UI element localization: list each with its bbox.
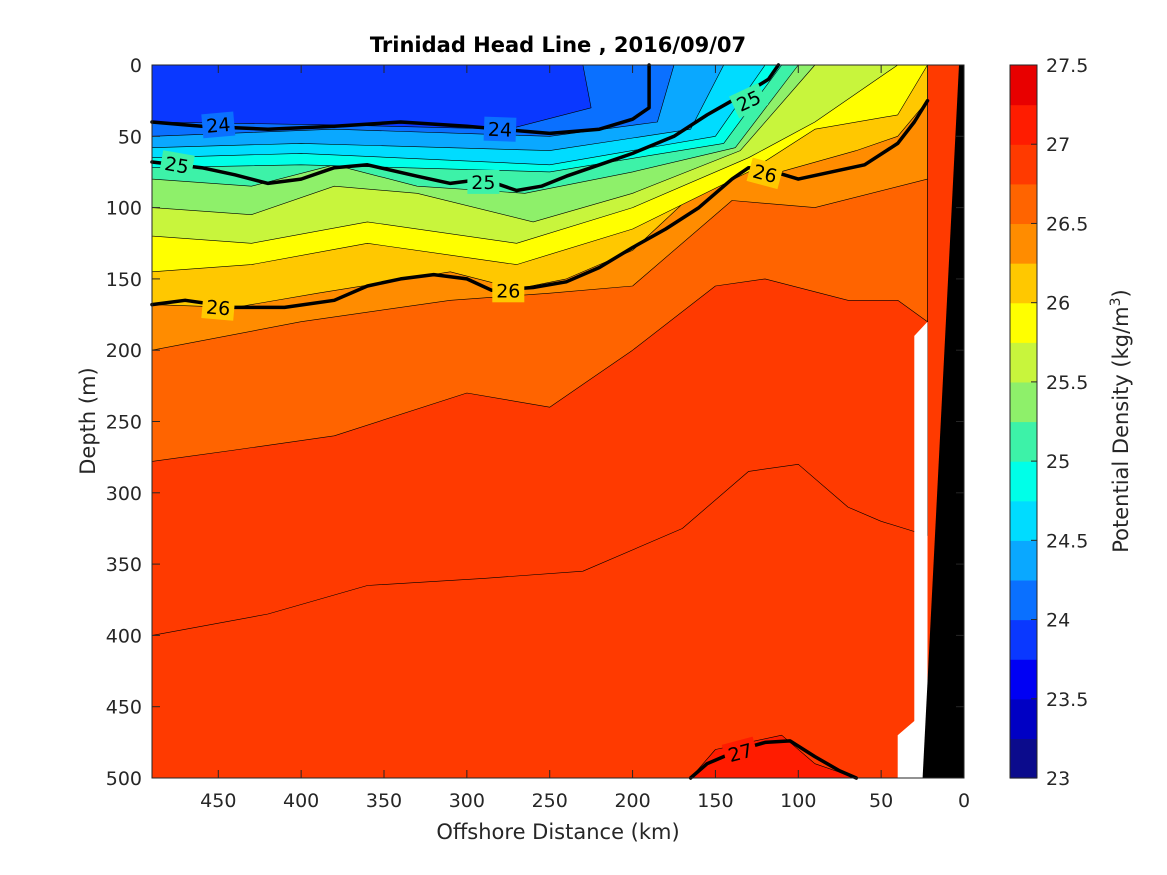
contour-label: 25 [471, 172, 495, 194]
colorbar-segment [1010, 342, 1037, 383]
contour-line [688, 739, 859, 780]
contour-label-bg [201, 294, 236, 321]
colorbar-segment [1010, 144, 1037, 185]
colorbar-segment [1010, 381, 1037, 423]
bathymetry [922, 65, 964, 778]
colorbar-segment [1010, 421, 1037, 462]
contour-fill-layers [151, 64, 964, 779]
contour-label: 25 [163, 153, 191, 179]
colorbar-segment [1010, 738, 1037, 779]
x-tick-label: 0 [958, 790, 970, 812]
contour-label-bg [201, 111, 236, 139]
colorbar-label-main: Potential Density (kg/m [1109, 306, 1133, 552]
contour-label-bg [467, 169, 500, 194]
x-tick-label: 350 [366, 790, 402, 812]
colorbar-frame [1009, 64, 1038, 779]
y-tick-label: 400 [106, 625, 142, 647]
x-axis-ticks: 450 400 350 300 250 200 150 100 50 0 [200, 65, 970, 812]
y-tick-label: 350 [106, 554, 142, 576]
contour-label-bg [483, 116, 517, 142]
colorbar-label: Potential Density (kg/m3) [1108, 289, 1133, 553]
colorbar-tick-label: 23 [1046, 768, 1070, 790]
contour-label-group: 26 [492, 278, 525, 303]
colorbar-tick-label: 27 [1046, 134, 1070, 156]
y-tick-label: 50 [118, 126, 142, 148]
y-tick-label: 450 [106, 697, 142, 719]
y-tick-label: 0 [130, 55, 142, 77]
colorbar-tick-label: 25 [1046, 451, 1070, 473]
y-tick-label: 100 [106, 198, 142, 220]
x-tick-label: 450 [200, 790, 236, 812]
no-data-region [897, 321, 928, 778]
contour-label-group: 24 [483, 116, 517, 142]
y-axis-label: Depth (m) [76, 367, 100, 474]
contour-label-bg [746, 157, 784, 190]
y-tick-label: 200 [106, 340, 142, 362]
colorbar-segment [1010, 461, 1037, 502]
x-tick-label: 100 [780, 790, 816, 812]
colorbar-tick-label: 24.5 [1046, 530, 1088, 552]
colorbar [1009, 64, 1038, 779]
colorbar-ticks: 23 23.5 24 24.5 25 25.5 26 26.5 27 27.5 [1031, 55, 1088, 790]
colorbar-segment [1010, 104, 1037, 145]
colorbar-segment [1010, 540, 1037, 581]
colorbar-tick-label: 25.5 [1046, 372, 1088, 394]
colorbar-tick-label: 26 [1046, 293, 1070, 315]
x-tick-label: 250 [532, 790, 568, 812]
y-tick-label: 300 [106, 483, 142, 505]
colorbar-segment [1010, 65, 1037, 106]
y-axis-ticks: 0 50 100 150 200 250 300 350 400 450 500 [106, 55, 964, 790]
contour-label-group: 24 [201, 111, 236, 139]
contour-label-group: 26 [201, 294, 236, 321]
colorbar-tick-label: 23.5 [1046, 689, 1088, 711]
colorbar-tick-label: 27.5 [1046, 55, 1088, 77]
colorbar-segment [1010, 223, 1037, 264]
contour-label-bg [721, 736, 759, 769]
contour-line [150, 98, 930, 310]
contour-label-bg [729, 83, 769, 119]
contour-label-group: 25 [159, 150, 195, 180]
contour-label: 24 [487, 119, 512, 142]
chart-title: Trinidad Head Line , 2016/09/07 [370, 33, 746, 57]
x-tick-label: 200 [614, 790, 650, 812]
x-tick-label: 50 [869, 790, 893, 812]
y-tick-label: 500 [106, 768, 142, 790]
colorbar-segment [1010, 263, 1037, 304]
x-tick-label: 300 [449, 790, 485, 812]
contour-line [150, 63, 651, 136]
colorbar-label-close: ) [1109, 289, 1133, 297]
x-axis-label: Offshore Distance (km) [436, 820, 679, 844]
colorbar-segment [1010, 659, 1037, 700]
colorbar-label-sup: 3 [1108, 297, 1124, 306]
contour-label-bg [159, 150, 195, 180]
contour-label-bg [492, 278, 525, 303]
colorbar-segment [1010, 698, 1037, 739]
contour-label: 26 [205, 296, 231, 320]
colorbar-segment [1010, 302, 1037, 343]
contour-label: 24 [205, 114, 231, 138]
contour-label: 26 [496, 280, 520, 302]
y-tick-label: 250 [106, 412, 142, 434]
contour-label-group: 25 [467, 169, 500, 194]
colorbar-tick-label: 26.5 [1046, 213, 1088, 235]
x-tick-label: 150 [697, 790, 733, 812]
colorbar-segment [1010, 183, 1037, 225]
colorbar-segment [1010, 619, 1037, 660]
y-tick-label: 150 [106, 269, 142, 291]
colorbar-tick-label: 24 [1046, 610, 1070, 632]
contour-lines [150, 63, 930, 780]
colorbar-segment [1010, 500, 1037, 541]
colorbar-segment [1010, 579, 1037, 621]
contour-line [150, 63, 781, 193]
x-tick-label: 400 [283, 790, 319, 812]
